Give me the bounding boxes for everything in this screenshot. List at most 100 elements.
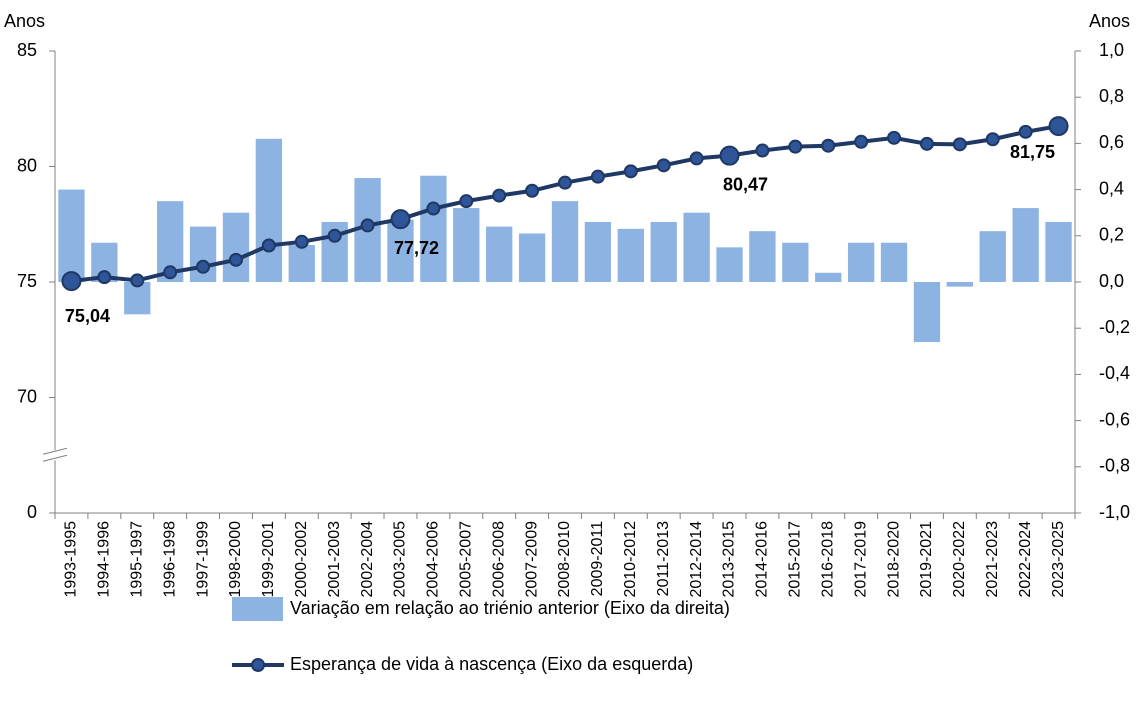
bar bbox=[222, 212, 250, 282]
bar bbox=[288, 245, 315, 282]
x-tick-label: 2013-2015 bbox=[721, 521, 738, 598]
y2-tick-label: -0,6 bbox=[1099, 409, 1130, 429]
x-tick-label: 2018-2020 bbox=[885, 521, 902, 598]
x-tick-label: 2014-2016 bbox=[754, 521, 771, 598]
bar bbox=[913, 282, 941, 343]
y2-tick-label: 0,4 bbox=[1099, 178, 1124, 198]
line-marker bbox=[887, 130, 902, 145]
x-tick-label: 2003-2005 bbox=[392, 521, 409, 598]
x-tick-label: 2007-2009 bbox=[523, 521, 540, 598]
x-tick-label: 2005-2007 bbox=[458, 521, 475, 598]
x-tick-label: 2012-2014 bbox=[688, 521, 705, 598]
legend-swatch bbox=[251, 658, 265, 672]
data-label: 81,75 bbox=[1010, 142, 1055, 162]
line-marker bbox=[719, 145, 740, 166]
y2-tick-label: -0,8 bbox=[1099, 456, 1130, 476]
y-tick-label: 80 bbox=[17, 155, 37, 175]
y-tick-label: 75 bbox=[17, 271, 37, 291]
line-marker bbox=[689, 151, 704, 166]
y2-tick-label: -1,0 bbox=[1099, 502, 1130, 522]
line-marker bbox=[163, 265, 178, 280]
line-marker bbox=[755, 143, 770, 158]
line-marker bbox=[360, 218, 375, 233]
data-label: 80,47 bbox=[723, 174, 768, 194]
y-axis-title: Anos bbox=[4, 11, 45, 31]
x-tick-label: 2016-2018 bbox=[819, 521, 836, 598]
bar bbox=[486, 226, 513, 282]
x-tick-label: 2021-2023 bbox=[984, 521, 1001, 598]
line-marker bbox=[623, 164, 638, 179]
x-tick-label: 2023-2025 bbox=[1050, 521, 1067, 598]
bar bbox=[847, 242, 875, 282]
bar bbox=[683, 212, 710, 282]
y2-tick-label: 0,0 bbox=[1099, 271, 1124, 291]
bar bbox=[584, 221, 612, 282]
axis-break bbox=[42, 454, 68, 462]
x-tick-label: 2022-2024 bbox=[1017, 521, 1034, 598]
legend-label: Variação em relação ao triénio anterior … bbox=[290, 598, 730, 618]
legend-label: Esperança de vida à nascença (Eixo da es… bbox=[290, 654, 693, 674]
x-tick-label: 1999-2001 bbox=[260, 521, 277, 598]
bar bbox=[815, 272, 842, 282]
bar bbox=[716, 247, 743, 282]
x-tick-label: 2006-2008 bbox=[490, 521, 507, 598]
y-tick-label: 70 bbox=[17, 386, 37, 406]
x-tick-label: 2010-2012 bbox=[622, 521, 639, 598]
y2-tick-label: 0,8 bbox=[1099, 86, 1124, 106]
line-marker bbox=[261, 238, 276, 253]
x-tick-label: 2019-2021 bbox=[918, 521, 935, 598]
data-label: 75,04 bbox=[65, 306, 110, 326]
y2-axis-title: Anos bbox=[1089, 11, 1130, 31]
line-marker bbox=[459, 194, 474, 209]
x-tick-label: 1993-1995 bbox=[63, 521, 80, 598]
y2-tick-label: -0,4 bbox=[1099, 363, 1130, 383]
line-marker bbox=[788, 139, 803, 154]
line-marker bbox=[130, 273, 145, 288]
line-marker bbox=[952, 137, 967, 152]
bar bbox=[1012, 208, 1039, 282]
axis-break-gap bbox=[45, 450, 65, 461]
line-marker bbox=[656, 158, 671, 173]
x-tick-label: 2001-2003 bbox=[326, 521, 343, 598]
line-marker bbox=[390, 209, 411, 230]
line-marker bbox=[97, 270, 112, 285]
x-tick-label: 1998-2000 bbox=[227, 521, 244, 598]
x-tick-label: 1996-1998 bbox=[161, 521, 178, 598]
line-marker bbox=[854, 134, 869, 149]
y-tick-label: 85 bbox=[17, 40, 37, 60]
line-marker bbox=[327, 228, 342, 243]
line-marker bbox=[985, 132, 1000, 147]
bar bbox=[124, 282, 151, 315]
line-marker bbox=[1018, 124, 1033, 139]
line-marker bbox=[228, 252, 243, 267]
bar bbox=[617, 228, 644, 282]
bar bbox=[880, 242, 908, 282]
line-marker bbox=[1048, 116, 1069, 137]
bar bbox=[946, 282, 973, 287]
line-marker bbox=[558, 175, 572, 190]
x-tick-label: 1995-1997 bbox=[128, 521, 145, 598]
x-tick-label: 2017-2019 bbox=[852, 521, 869, 598]
line-marker bbox=[821, 138, 836, 153]
axis-break bbox=[42, 447, 68, 455]
bar bbox=[551, 201, 579, 282]
x-tick-label: 2015-2017 bbox=[787, 521, 804, 598]
x-tick-label: 2009-2011 bbox=[589, 521, 606, 596]
bar bbox=[782, 242, 809, 282]
line-marker bbox=[525, 183, 540, 198]
bar bbox=[58, 189, 85, 282]
bar bbox=[1045, 221, 1072, 282]
bar bbox=[453, 208, 480, 282]
y2-tick-label: 0,6 bbox=[1099, 132, 1124, 152]
x-tick-label: 2004-2006 bbox=[425, 521, 442, 598]
bar bbox=[979, 231, 1006, 282]
data-label: 77,72 bbox=[394, 238, 439, 258]
y-tick-label: 0 bbox=[27, 502, 37, 522]
x-tick-label: 2020-2022 bbox=[951, 521, 968, 598]
line-marker bbox=[61, 271, 82, 292]
bar bbox=[749, 231, 776, 282]
y2-tick-label: 0,2 bbox=[1099, 225, 1124, 245]
line-marker bbox=[294, 234, 309, 249]
x-tick-label: 1997-1999 bbox=[194, 521, 211, 598]
